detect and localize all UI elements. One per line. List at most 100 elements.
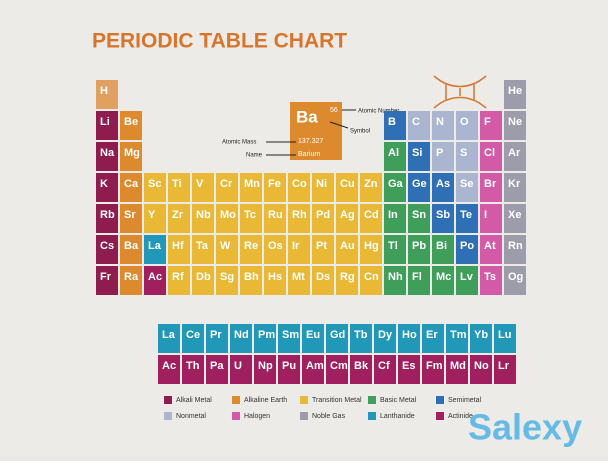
element-cell (360, 204, 382, 233)
element-cell (216, 173, 238, 202)
element-cell (120, 235, 142, 264)
element-symbol: Tm (450, 329, 467, 341)
element-cell (432, 235, 454, 264)
element-cell (216, 235, 238, 264)
element-cell (288, 204, 310, 233)
element-cell (312, 204, 334, 233)
element-symbol: Ar (508, 147, 521, 159)
key: Ba 56 137.327 Barium Atomic Number Symbo… (222, 102, 399, 160)
element-symbol: Nd (234, 329, 249, 341)
element-cell (120, 204, 142, 233)
element-symbol: Md (450, 360, 466, 372)
element-symbol: Li (100, 116, 110, 128)
element-cell (96, 204, 118, 233)
element-cell (456, 266, 478, 295)
element-cell (168, 266, 190, 295)
element-cell (504, 235, 526, 264)
element-cell (422, 355, 444, 384)
element-symbol: Lr (498, 360, 510, 372)
element-symbol: Sn (412, 209, 426, 221)
element-cell (456, 204, 478, 233)
legend-label: Nonmetal (176, 413, 206, 420)
element-cell (408, 266, 430, 295)
element-symbol: W (220, 240, 231, 252)
element-cell (360, 266, 382, 295)
element-symbol: S (460, 147, 467, 159)
element-symbol: Fr (100, 271, 112, 283)
element-cell (432, 111, 454, 140)
element-cell (312, 235, 334, 264)
element-cell (456, 235, 478, 264)
element-cell (504, 142, 526, 171)
element-symbol: Zr (172, 209, 184, 221)
element-cell (336, 235, 358, 264)
legend-swatch (232, 396, 240, 404)
element-symbol: Pu (282, 360, 296, 372)
element-symbol: Ac (162, 360, 176, 372)
element-cell (158, 355, 180, 384)
element-cell (144, 235, 166, 264)
element-symbol: Bk (354, 360, 369, 372)
element-cell (216, 204, 238, 233)
element-symbol: No (474, 360, 489, 372)
element-cell (384, 142, 406, 171)
element-cell (504, 173, 526, 202)
element-symbol: Np (258, 360, 273, 372)
element-cell (120, 173, 142, 202)
element-symbol: Cr (220, 178, 233, 190)
dna-icon (433, 75, 487, 109)
element-symbol: Sc (148, 178, 161, 190)
element-cell (398, 355, 420, 384)
element-cell (288, 235, 310, 264)
element-symbol: C (412, 116, 420, 128)
element-cell (240, 204, 262, 233)
element-symbol: Xe (508, 209, 521, 221)
element-cell (144, 266, 166, 295)
pointer (329, 121, 349, 129)
element-symbol: Re (244, 240, 258, 252)
element-symbol: Ni (316, 178, 327, 190)
element-symbol: Cm (330, 360, 348, 372)
label-mass: Atomic Mass (222, 140, 256, 146)
legend-label: Noble Gas (312, 413, 346, 420)
element-cell (192, 204, 214, 233)
element-cell (374, 355, 396, 384)
element-cell (206, 355, 228, 384)
element-cell (360, 173, 382, 202)
element-symbol: Ru (268, 209, 283, 221)
element-cell (192, 266, 214, 295)
element-symbol: O (460, 116, 469, 128)
element-cell (336, 204, 358, 233)
legend-label: Basic Metal (380, 397, 417, 404)
element-cell (96, 80, 118, 109)
element-cell (504, 111, 526, 140)
element-symbol: Ce (186, 329, 200, 341)
element-symbol: Pr (210, 329, 222, 341)
element-symbol: Se (460, 178, 473, 190)
element-cell (494, 324, 516, 353)
element-symbol: Mg (124, 147, 140, 159)
element-symbol: Mt (292, 271, 305, 283)
element-cell (446, 324, 468, 353)
element-cell (432, 173, 454, 202)
element-symbol: V (196, 178, 204, 190)
element-cell (158, 324, 180, 353)
element-symbol: La (162, 329, 176, 341)
element-cell (278, 324, 300, 353)
watermark: Salexy (468, 407, 582, 448)
element-symbol: Co (292, 178, 307, 190)
element-symbol: Sm (282, 329, 299, 341)
element-symbol: Th (186, 360, 200, 372)
legend-swatch (232, 412, 240, 420)
element-symbol: Os (268, 240, 283, 252)
element-symbol: Fl (412, 271, 422, 283)
element-cell (96, 111, 118, 140)
element-symbol: Zn (364, 178, 378, 190)
element-cell (168, 204, 190, 233)
element-cell (350, 324, 372, 353)
element-symbol: Ac (148, 271, 162, 283)
element-symbol: I (484, 209, 487, 221)
element-cell (254, 324, 276, 353)
element-symbol: Tl (388, 240, 398, 252)
legend: Alkali Metal Nonmetal Alkaline Earth Haloge… (164, 396, 482, 420)
